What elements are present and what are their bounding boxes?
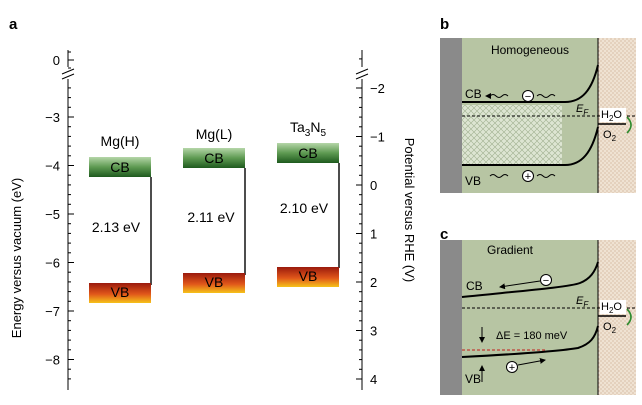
cb-curve — [461, 261, 599, 298]
panel-a-label: a — [9, 16, 18, 33]
gap-hatch — [462, 105, 562, 165]
hole-icon — [522, 170, 534, 182]
back-contact — [440, 38, 462, 193]
cb-band — [183, 148, 245, 168]
o2-label: O2 — [603, 129, 617, 143]
gap-label: 2.11 eV — [187, 209, 235, 225]
material-name: Mg(H) — [101, 133, 140, 149]
back-contact — [440, 240, 462, 395]
cb-label: CB — [110, 159, 129, 175]
panel-c-diagram: Gradient CB − EF ΔE = 180 meV VB + H2O O… — [440, 240, 636, 395]
panel-b-title: Homogeneous — [491, 43, 569, 57]
right-axis-label: Potential versus RHE (V) — [402, 138, 417, 283]
vb-label: VB — [465, 372, 481, 386]
panel-b-diagram: Homogeneous CB − EF VB + H2O O2 — [440, 38, 636, 193]
ef-label: EF — [576, 295, 589, 309]
right-tick-label: 0 — [370, 178, 377, 193]
panel-b-label: b — [440, 16, 449, 33]
h2o-label: H2O — [601, 301, 622, 315]
vb-curve — [462, 126, 599, 166]
cb-label: CB — [465, 87, 482, 101]
cb-label: CB — [298, 145, 317, 161]
svg-text:+: + — [525, 171, 531, 183]
o2-label: O2 — [603, 321, 617, 335]
panel-c-title: Gradient — [487, 243, 534, 257]
vb-band — [183, 273, 245, 293]
svg-text:−: − — [543, 275, 549, 287]
h2o-label: H2O — [601, 109, 622, 123]
svg-text:−: − — [525, 91, 531, 103]
vb-band — [277, 267, 339, 287]
material-name: Mg(L) — [196, 126, 233, 142]
material-mg-h: Mg(H) CB 2.13 eV VB — [89, 133, 152, 303]
svg-text:+: + — [509, 362, 515, 374]
electrolyte-region — [598, 240, 636, 395]
cb-curve — [462, 64, 599, 103]
left-tick-label: −4 — [45, 159, 60, 174]
cb-label: CB — [466, 279, 483, 293]
vb-label: VB — [205, 274, 224, 290]
cb-band — [277, 143, 339, 163]
vb-label: VB — [299, 268, 318, 284]
material-ta3n5: Ta3N5 CB 2.10 eV VB — [277, 119, 340, 287]
cb-label: CB — [204, 150, 223, 166]
material-mg-l: Mg(L) CB 2.11 eV VB — [183, 126, 246, 293]
vb-curve — [461, 325, 599, 358]
gap-label: 2.10 eV — [280, 200, 329, 216]
left-axis: 0 −3 −4 −5 −6 −7 −8 — [45, 50, 75, 390]
electron-icon — [540, 274, 552, 286]
right-tick-label: 3 — [370, 324, 377, 339]
right-axis: −2 −1 0 1 2 3 4 — [355, 50, 385, 390]
left-tick-label: 0 — [53, 53, 60, 68]
vb-band — [89, 283, 151, 303]
reaction-arrow-icon — [626, 116, 632, 134]
left-tick-label: −7 — [45, 304, 60, 319]
hole-icon — [506, 361, 518, 373]
right-tick-label: −1 — [370, 130, 385, 145]
gap-label: 2.13 eV — [92, 219, 141, 235]
material-name: Ta3N5 — [290, 119, 326, 139]
left-tick-label: −6 — [45, 256, 60, 271]
vb-label: VB — [465, 174, 481, 188]
cb-band — [89, 157, 151, 177]
left-tick-label: −8 — [45, 353, 60, 368]
vb-label: VB — [111, 284, 130, 300]
right-tick-label: 4 — [370, 372, 377, 387]
right-tick-label: 1 — [370, 227, 377, 242]
left-tick-label: −5 — [45, 207, 60, 222]
electron-icon — [522, 90, 534, 102]
reaction-arrow-icon — [626, 308, 632, 326]
ef-label: EF — [576, 103, 589, 117]
right-tick-label: −2 — [370, 81, 385, 96]
panel-c-label: c — [440, 226, 448, 243]
delta-e-label: ΔE = 180 meV — [496, 330, 568, 342]
right-tick-label: 2 — [370, 275, 377, 290]
left-axis-label: Energy versus vacuum (eV) — [9, 178, 24, 338]
left-tick-label: −3 — [45, 110, 60, 125]
